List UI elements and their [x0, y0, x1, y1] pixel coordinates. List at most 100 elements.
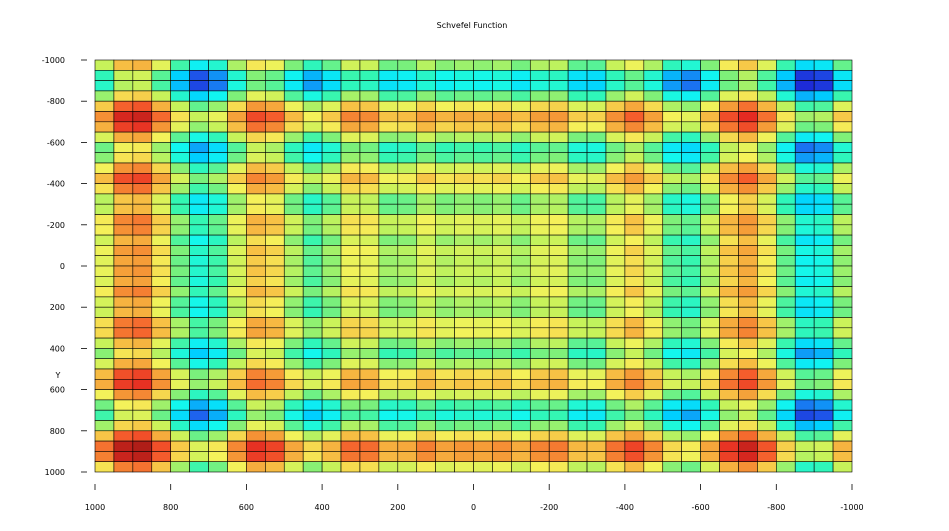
heatmap-cell — [454, 265, 474, 277]
heatmap-cell — [94, 430, 115, 442]
heatmap-cell — [813, 306, 834, 318]
heatmap-cell — [567, 131, 588, 143]
heatmap-cell — [775, 461, 796, 473]
heatmap-cell — [94, 173, 115, 184]
heatmap-cell — [302, 183, 323, 195]
heatmap-cell — [321, 286, 342, 298]
heatmap-cell — [529, 348, 550, 359]
heatmap-cell — [775, 214, 796, 226]
heatmap-cell — [757, 389, 777, 401]
heatmap-cell — [189, 389, 209, 401]
heatmap-cell — [794, 245, 815, 256]
heatmap-cell — [340, 265, 361, 277]
heatmap-cell — [586, 131, 607, 143]
heatmap-cell — [302, 337, 323, 349]
heatmap-cell — [662, 90, 682, 102]
heatmap-cell — [719, 142, 739, 153]
heatmap-cell — [548, 152, 569, 164]
heatmap-cell — [416, 245, 436, 256]
heatmap-cell — [624, 121, 645, 133]
heatmap-cell — [567, 275, 588, 287]
heatmap-cell — [265, 142, 285, 153]
heatmap-cell — [586, 296, 607, 308]
heatmap-cell — [832, 203, 853, 215]
heatmap-cell — [794, 70, 815, 81]
heatmap-cell — [416, 59, 436, 71]
heatmap-cell — [359, 131, 380, 143]
heatmap-cell — [738, 296, 758, 308]
heatmap-cell — [624, 100, 645, 112]
heatmap-cell — [567, 142, 588, 153]
heatmap-cell — [548, 255, 569, 267]
heatmap-cell — [265, 348, 285, 359]
heatmap-cell — [94, 378, 115, 390]
heatmap-cell — [662, 306, 682, 318]
heatmap-cell — [662, 358, 682, 370]
heatmap-cell — [208, 337, 228, 349]
heatmap-cell — [813, 265, 834, 277]
heatmap-cell — [662, 224, 682, 236]
heatmap-cell — [738, 389, 758, 401]
heatmap-cell — [170, 420, 190, 432]
heatmap-cell — [283, 296, 304, 308]
heatmap-cell — [605, 173, 626, 184]
heatmap-cell — [94, 409, 115, 421]
heatmap-cell — [321, 183, 342, 195]
heatmap-cell — [529, 461, 550, 473]
heatmap-cell — [548, 420, 569, 432]
heatmap-cell — [567, 337, 588, 349]
heatmap-cell — [662, 368, 682, 380]
x-tick-label: 800 — [163, 503, 178, 512]
heatmap-cell — [605, 286, 626, 298]
heatmap-cell — [359, 337, 380, 349]
heatmap-cell — [794, 317, 815, 329]
heatmap-cell — [378, 378, 399, 390]
heatmap-cell — [586, 70, 607, 81]
heatmap-cell — [757, 100, 777, 112]
heatmap-cell — [529, 193, 550, 205]
heatmap-cell — [151, 378, 172, 390]
heatmap-cell — [529, 70, 550, 81]
heatmap-cell — [775, 409, 796, 421]
heatmap-cell — [227, 409, 247, 421]
heatmap-cell — [454, 162, 474, 174]
heatmap-cell — [529, 245, 550, 256]
heatmap-cell — [340, 358, 361, 370]
heatmap-cell — [227, 111, 247, 123]
heatmap-cell — [265, 255, 285, 267]
heatmap-cell — [151, 348, 172, 359]
heatmap-cell — [246, 368, 266, 380]
heatmap-cell — [151, 306, 172, 318]
heatmap-cell — [435, 430, 455, 442]
heatmap-cell — [775, 296, 796, 308]
heatmap-cell — [189, 70, 209, 81]
heatmap-cell — [492, 368, 512, 380]
heatmap-cell — [265, 317, 285, 329]
heatmap-cell — [662, 337, 682, 349]
heatmap-cell — [757, 399, 777, 411]
heatmap-cell — [473, 90, 493, 102]
heatmap-cell — [813, 224, 834, 236]
heatmap-cell — [227, 173, 247, 184]
heatmap-cell — [719, 203, 739, 215]
heatmap-cell — [265, 440, 285, 452]
heatmap-cell — [113, 214, 134, 226]
heatmap-cell — [662, 245, 682, 256]
heatmap-cell — [643, 451, 664, 462]
heatmap-cell — [113, 152, 134, 164]
heatmap-cell — [151, 80, 172, 92]
heatmap-cell — [454, 80, 474, 92]
heatmap-cell — [473, 368, 493, 380]
heatmap-cell — [567, 368, 588, 380]
heatmap-cell — [624, 358, 645, 370]
heatmap-cell — [681, 214, 701, 226]
heatmap-cell — [643, 409, 664, 421]
heatmap-cell — [529, 59, 550, 71]
heatmap-cell — [132, 430, 153, 442]
heatmap-cell — [435, 265, 455, 277]
heatmap-cell — [775, 317, 796, 329]
heatmap-cell — [813, 296, 834, 308]
heatmap-cell — [302, 234, 323, 246]
heatmap-cell — [170, 70, 190, 81]
heatmap-cell — [624, 162, 645, 174]
